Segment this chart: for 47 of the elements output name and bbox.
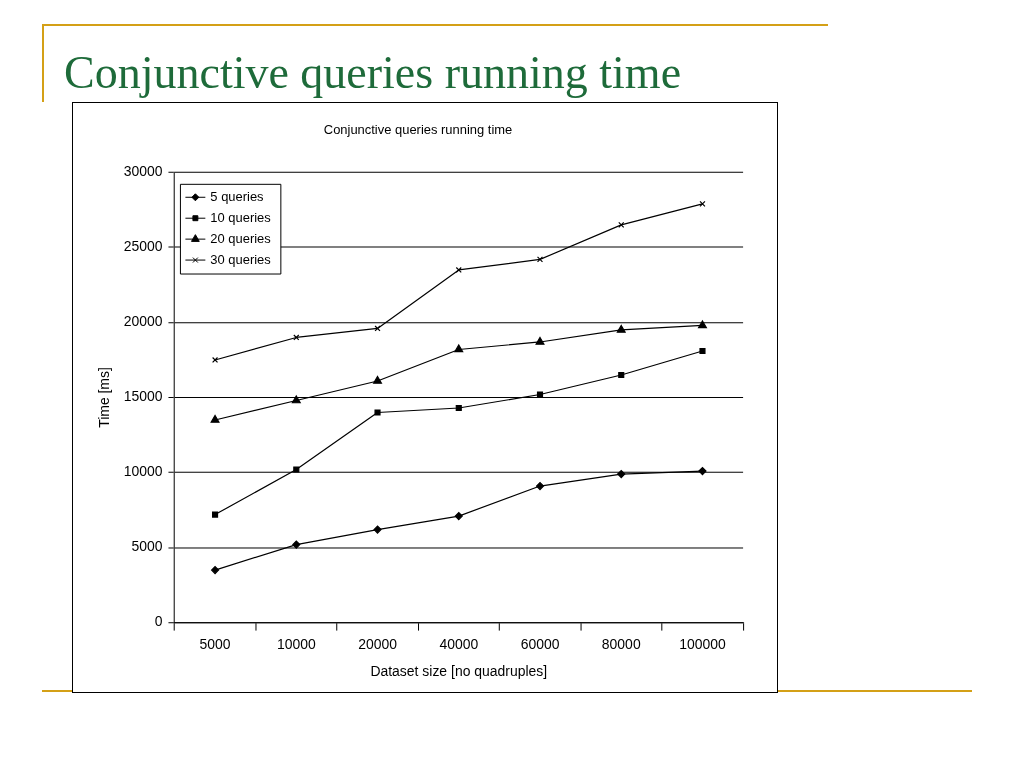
x-axis-title: Dataset size [no quadruples] xyxy=(370,662,548,679)
point xyxy=(373,525,382,534)
point xyxy=(697,320,707,329)
point xyxy=(210,414,220,423)
point xyxy=(455,266,462,273)
y-tick-label: 0 xyxy=(154,613,163,630)
point xyxy=(535,336,545,345)
y-tick-label: 10000 xyxy=(123,463,163,480)
point xyxy=(292,540,301,549)
point xyxy=(455,404,462,412)
x-tick-label: 60000 xyxy=(520,635,560,652)
x-tick-label: 80000 xyxy=(601,635,641,652)
x-tick-label: 10000 xyxy=(276,635,316,652)
point xyxy=(293,466,300,473)
legend-label: 20 queries xyxy=(210,230,271,246)
x-tick-label: 40000 xyxy=(439,635,479,652)
y-tick-label: 25000 xyxy=(123,238,163,255)
point xyxy=(617,469,626,479)
point xyxy=(536,391,544,398)
point xyxy=(699,200,706,207)
point xyxy=(210,566,220,575)
x-tick-label: 100000 xyxy=(679,635,726,652)
point xyxy=(535,481,545,491)
point xyxy=(373,375,383,384)
legend-label: 5 queries xyxy=(210,188,264,204)
point xyxy=(699,347,706,355)
legend-label: 30 queries xyxy=(210,251,271,267)
point xyxy=(454,344,464,353)
y-tick-label: 30000 xyxy=(123,163,163,180)
chart-subtitle: Conjunctive queries running time xyxy=(323,122,513,138)
chart-title: Conjunctive queries running time xyxy=(64,46,682,99)
legend-label: 10 queries xyxy=(210,209,271,225)
x-tick-label: 5000 xyxy=(199,635,231,652)
y-tick-label: 20000 xyxy=(123,313,163,330)
point xyxy=(454,511,463,521)
point xyxy=(618,221,625,228)
y-tick-label: 15000 xyxy=(123,388,163,405)
point xyxy=(618,371,625,379)
point xyxy=(616,324,626,333)
y-axis-title: Time [ms] xyxy=(96,367,113,428)
point xyxy=(211,511,219,518)
point xyxy=(293,334,300,341)
point xyxy=(291,395,301,404)
x-tick-label: 20000 xyxy=(358,635,398,652)
point xyxy=(536,256,544,263)
point xyxy=(374,409,381,416)
y-tick-label: 5000 xyxy=(131,538,163,555)
